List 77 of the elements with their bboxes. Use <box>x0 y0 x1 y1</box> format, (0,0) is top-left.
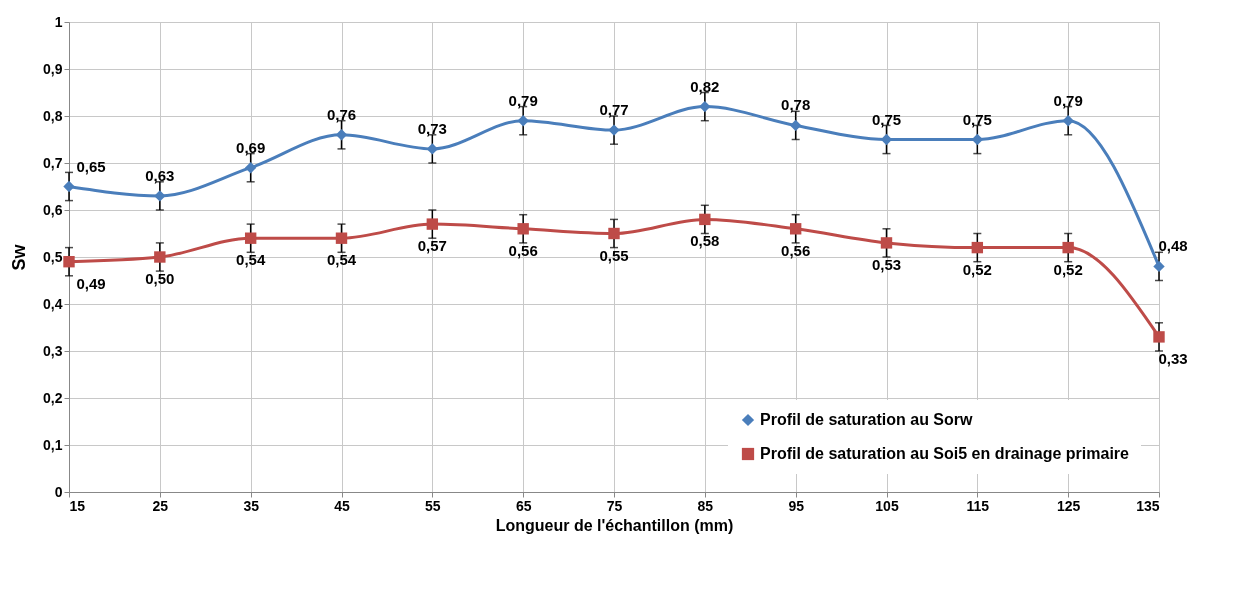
x-tick-label: 95 <box>788 497 805 514</box>
x-tick-label: 35 <box>243 497 260 514</box>
point <box>971 241 984 254</box>
point <box>63 180 75 193</box>
x-tick-label: 25 <box>152 497 169 514</box>
point <box>426 218 439 230</box>
y-tick-label: 0 <box>54 483 63 500</box>
point <box>335 129 348 141</box>
point <box>789 223 802 235</box>
data-label: 0,56 <box>781 241 811 259</box>
data-label: 0,33 <box>1158 349 1188 367</box>
point <box>244 232 257 244</box>
data-label: 0,65 <box>76 157 106 175</box>
legend-label: Profil de saturation au Sorw <box>760 411 974 428</box>
data-label: 0,48 <box>1158 237 1188 255</box>
y-tick-label: 1 <box>54 13 63 30</box>
data-label: 0,54 <box>326 251 357 269</box>
x-axis-title: Longueur de l'échantillon (mm) <box>495 516 734 534</box>
x-tick-label: 75 <box>606 497 623 514</box>
point <box>699 100 711 113</box>
x-tick-label: 85 <box>697 497 714 514</box>
data-label: 0,54 <box>236 251 266 269</box>
y-tick-label: 0,8 <box>43 107 63 124</box>
point <box>699 213 711 226</box>
point <box>1062 115 1074 127</box>
point <box>608 124 620 136</box>
data-label: 0,58 <box>690 232 720 250</box>
x-tick-label: 55 <box>425 497 441 514</box>
data-label: 0,82 <box>690 77 720 95</box>
x-tick-label: 15 <box>69 497 86 514</box>
data-label: 0,55 <box>599 246 629 264</box>
point <box>1062 241 1074 254</box>
point <box>1153 331 1165 343</box>
y-tick-label: 0,9 <box>43 60 63 77</box>
data-label: 0,63 <box>145 166 175 184</box>
point <box>517 223 529 235</box>
point <box>880 237 893 249</box>
data-label: 0,79 <box>1053 91 1083 109</box>
data-label: 0,73 <box>417 119 447 137</box>
data-label: 0,77 <box>599 101 629 119</box>
y-tick-label: 0,1 <box>43 436 63 453</box>
y-axis-title: Sw <box>9 243 30 271</box>
y-tick-label: 0,7 <box>43 154 63 171</box>
x-tick-label: 125 <box>1056 497 1081 514</box>
x-tick-label: 105 <box>875 497 899 514</box>
y-tick-label: 0,4 <box>43 295 63 312</box>
y-tick-label: 0,5 <box>43 248 63 265</box>
y-tick-label: 0,6 <box>43 201 63 218</box>
data-label: 0,78 <box>781 96 811 114</box>
data-label: 0,52 <box>1053 260 1083 278</box>
point <box>154 251 166 263</box>
y-tick-label: 0,3 <box>43 342 63 359</box>
point <box>517 115 529 127</box>
x-tick-label: 45 <box>334 497 350 514</box>
point <box>789 119 802 132</box>
data-label: 0,52 <box>962 260 992 278</box>
x-tick-label: 135 <box>1136 497 1160 514</box>
data-label: 0,53 <box>871 255 902 273</box>
x-tick-label: 65 <box>515 497 532 514</box>
data-label: 0,75 <box>962 110 992 128</box>
y-tick-label: 0,2 <box>43 389 63 406</box>
legend-label: Profil de saturation au Soi5 en drainage primaire <box>760 445 1130 462</box>
point <box>608 227 620 240</box>
data-label: 0,57 <box>417 237 447 255</box>
point <box>335 232 348 244</box>
data-label: 0,56 <box>508 241 538 259</box>
point <box>244 162 257 174</box>
data-label: 0,50 <box>145 270 175 287</box>
point <box>63 256 75 268</box>
data-label: 0,76 <box>326 105 357 123</box>
data-label: 0,69 <box>236 138 266 156</box>
data-label: 0,79 <box>508 91 538 109</box>
data-label: 0,75 <box>871 110 902 128</box>
point <box>154 190 166 202</box>
x-tick-label: 115 <box>966 497 990 514</box>
point <box>1153 260 1165 273</box>
data-label: 0,49 <box>76 274 106 292</box>
